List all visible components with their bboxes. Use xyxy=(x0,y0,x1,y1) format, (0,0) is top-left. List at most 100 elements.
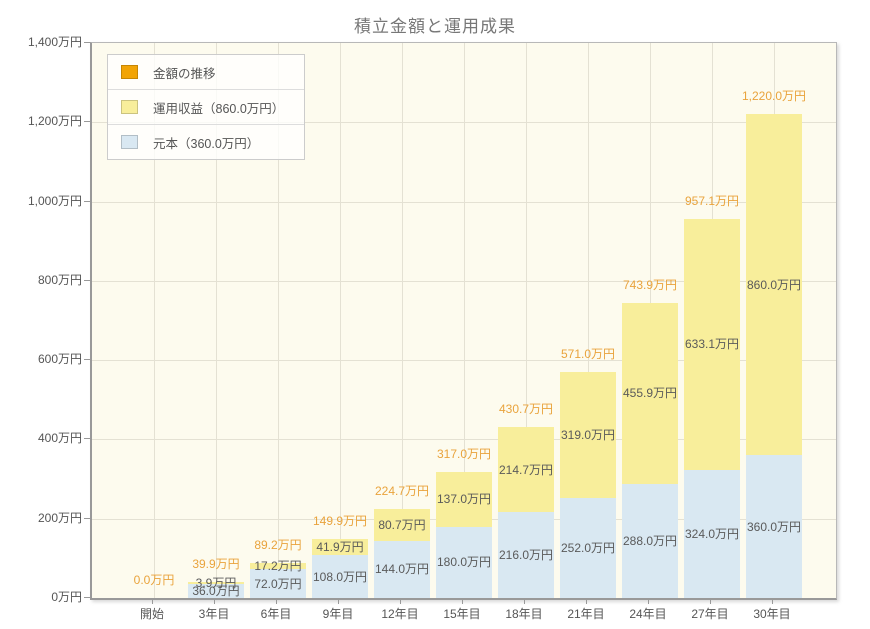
legend-swatch-blue-icon xyxy=(121,135,138,149)
bar-total-label: 430.7万円 xyxy=(498,402,554,416)
x-axis-tick xyxy=(152,599,153,604)
bar-profit-label: 319.0万円 xyxy=(560,428,616,442)
y-axis-label: 1,000万円 xyxy=(27,193,82,208)
bar-principal[interactable] xyxy=(560,498,616,598)
y-axis-tick xyxy=(84,359,90,361)
legend-swatch-yellow-icon xyxy=(121,100,138,114)
bar-total-label: 317.0万円 xyxy=(436,447,492,461)
bar-total-label: 89.2万円 xyxy=(254,538,302,552)
bar-principal-label: 108.0万円 xyxy=(312,570,368,584)
y-axis-label: 600万円 xyxy=(37,352,82,367)
bar-principal[interactable] xyxy=(498,512,554,598)
x-axis-label: 18年目 xyxy=(505,607,543,621)
y-axis-label: 0万円 xyxy=(51,590,82,604)
legend-item-principal[interactable]: 元本（360.0万円） xyxy=(108,125,304,159)
bar-principal-label: 72.0万円 xyxy=(254,577,302,591)
x-axis-label: 21年目 xyxy=(567,607,605,621)
x-axis-label: 15年目 xyxy=(443,607,481,621)
y-axis-tick xyxy=(84,42,90,43)
bar-profit[interactable] xyxy=(684,218,740,470)
legend-label-amount-trend: 金額の推移 xyxy=(153,66,216,81)
chart-title: 積立金額と運用成果 xyxy=(354,17,516,36)
bar-profit-label: 17.2万円 xyxy=(254,559,302,573)
x-axis-label: 24年目 xyxy=(629,607,667,621)
bar-principal[interactable] xyxy=(188,583,244,598)
bar-profit-label: 455.9万円 xyxy=(622,386,678,400)
x-axis-tick xyxy=(710,599,711,604)
gridline-vertical xyxy=(526,43,527,598)
bar-total-label: 957.1万円 xyxy=(684,194,740,208)
bar-profit[interactable] xyxy=(188,582,244,584)
x-axis-tick xyxy=(400,599,401,604)
bar-total-label: 224.7万円 xyxy=(374,484,430,498)
x-axis-tick xyxy=(524,599,525,604)
x-axis-label: 12年目 xyxy=(381,607,419,621)
x-axis-label: 3年目 xyxy=(198,607,230,621)
x-axis-tick xyxy=(338,599,339,604)
x-axis-tick xyxy=(214,599,215,604)
bar-total-label: 1,220.0万円 xyxy=(741,89,807,103)
x-axis-tick xyxy=(276,599,277,604)
bar-principal[interactable] xyxy=(746,455,802,598)
x-axis-label: 9年目 xyxy=(322,607,354,621)
bar-profit[interactable] xyxy=(312,538,368,556)
gridline-vertical xyxy=(340,43,341,598)
bar-total-label: 149.9万円 xyxy=(312,514,368,528)
bar-principal[interactable] xyxy=(436,526,492,598)
bar-principal-label: 324.0万円 xyxy=(684,527,740,541)
x-axis-label: 30年目 xyxy=(753,607,791,621)
bar-profit-label: 41.9万円 xyxy=(316,540,364,554)
bar-total-label: 39.9万円 xyxy=(192,557,240,571)
bar-principal[interactable] xyxy=(684,469,740,598)
x-axis-tick xyxy=(772,599,773,604)
bar-profit-label: 137.0万円 xyxy=(436,492,492,506)
bar-profit-label: 80.7万円 xyxy=(378,518,426,532)
bar-principal[interactable] xyxy=(312,555,368,598)
y-axis-tick xyxy=(84,438,90,440)
legend: 金額の推移 運用収益（860.0万円） 元本（360.0万円） xyxy=(107,54,305,160)
legend-label-profit: 運用収益（860.0万円） xyxy=(153,101,285,116)
plot-area: 金額の推移 運用収益（860.0万円） 元本（360.0万円） 0.0万円 36.… xyxy=(90,42,837,600)
bar-profit-label: 860.0万円 xyxy=(746,278,802,292)
bar-profit[interactable] xyxy=(746,114,802,456)
y-axis-tick xyxy=(84,200,90,202)
y-axis-tick xyxy=(84,517,90,519)
bar-total-label: 743.9万円 xyxy=(622,278,678,292)
y-axis-tick xyxy=(84,597,90,598)
bar-profit[interactable] xyxy=(250,562,306,570)
bar-principal-label: 216.0万円 xyxy=(498,548,554,562)
legend-item-amount-trend[interactable]: 金額の推移 xyxy=(108,55,304,90)
x-axis-label: 27年目 xyxy=(691,607,729,621)
y-axis-tick xyxy=(84,279,90,281)
bar-principal[interactable] xyxy=(622,483,678,598)
bar-principal-label: 360.0万円 xyxy=(746,520,802,534)
bar-profit-label: 214.7万円 xyxy=(498,463,554,477)
y-axis-label: 1,400万円 xyxy=(27,35,82,49)
bar-profit[interactable] xyxy=(560,371,616,499)
bar-profit[interactable] xyxy=(374,508,430,541)
bar-total-label: 571.0万円 xyxy=(560,347,616,361)
x-axis-tick xyxy=(586,599,587,604)
gridline-vertical xyxy=(402,43,403,598)
y-axis-tick xyxy=(84,121,90,123)
gridline-vertical xyxy=(154,43,155,598)
bar-profit-label: 3.9万円 xyxy=(195,576,237,590)
legend-label-principal: 元本（360.0万円） xyxy=(153,136,260,151)
legend-item-profit[interactable]: 運用収益（860.0万円） xyxy=(108,90,304,125)
bar-profit[interactable] xyxy=(498,427,554,513)
gridline-vertical xyxy=(278,43,279,598)
gridline-vertical xyxy=(216,43,217,598)
bar-profit-label: 633.1万円 xyxy=(684,337,740,351)
bar-principal[interactable] xyxy=(374,540,430,598)
bar-principal-label: 36.0万円 xyxy=(192,584,240,598)
bar-principal[interactable] xyxy=(250,569,306,598)
bar-profit[interactable] xyxy=(622,303,678,484)
bar-principal-label: 288.0万円 xyxy=(622,534,678,548)
y-axis-label: 800万円 xyxy=(37,272,82,287)
bar-profit[interactable] xyxy=(436,472,492,527)
y-axis-label: 400万円 xyxy=(37,431,82,446)
legend-swatch-orange-icon xyxy=(121,65,138,79)
y-axis-label: 200万円 xyxy=(37,510,82,525)
bar-principal-label: 180.0万円 xyxy=(436,555,492,569)
